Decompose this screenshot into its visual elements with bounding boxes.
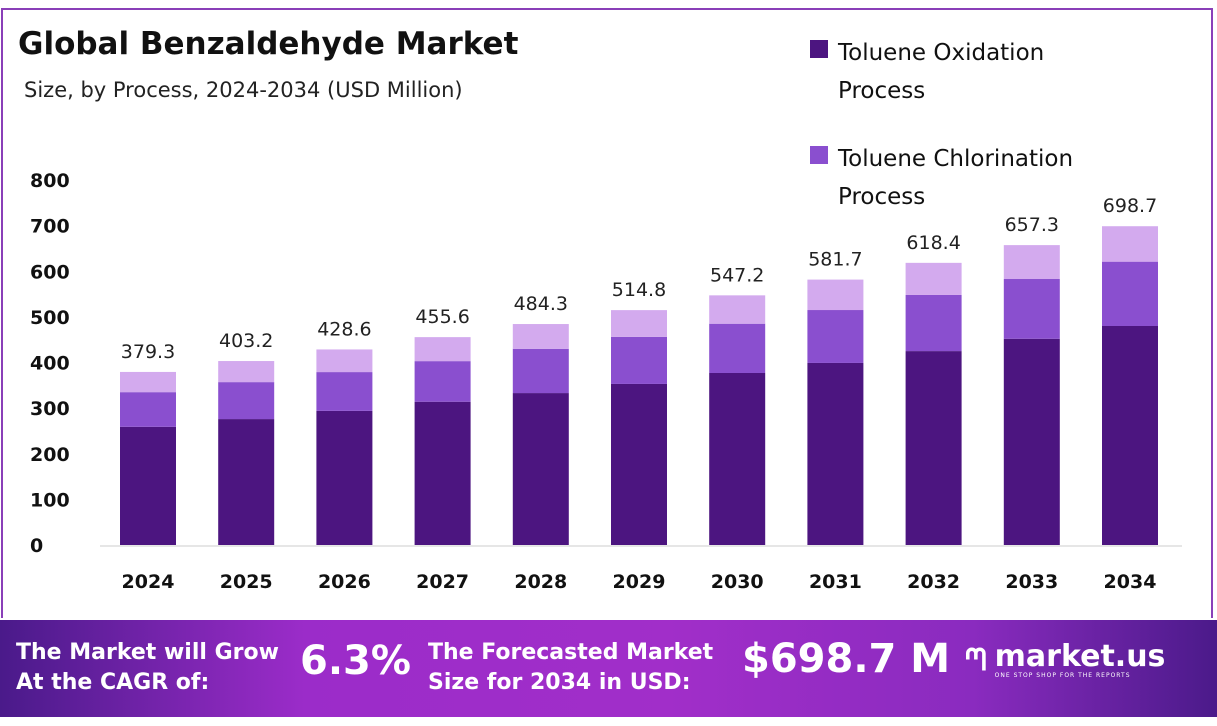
legend-item-chlorination: Toluene Chlorination Process <box>810 140 1138 216</box>
bar-segment-1 <box>1003 338 1060 545</box>
brand-logo: ᘉ market.us ONE STOP SHOP FOR THE REPORTS <box>965 639 1166 680</box>
y-tick-label: 200 <box>30 444 70 466</box>
legend-swatch <box>810 40 828 58</box>
legend-label: Toluene Chlorination Process <box>838 146 1074 210</box>
brand-tagline: ONE STOP SHOP FOR THE REPORTS <box>994 672 1131 679</box>
x-tick-label: 2024 <box>122 571 175 593</box>
bar-segment-1 <box>120 426 176 545</box>
x-tick-label: 2026 <box>318 571 371 593</box>
bar-segment-1 <box>1102 326 1158 545</box>
data-label: 403.2 <box>219 330 273 352</box>
bar-segment-2 <box>807 310 864 363</box>
bar-segment-3 <box>905 262 962 295</box>
legend-label: Toluene Oxidation Process <box>838 40 1045 104</box>
x-tick-label: 2025 <box>220 571 273 593</box>
bar-segment-3 <box>807 279 864 311</box>
y-tick-label: 600 <box>30 261 70 283</box>
data-label: 484.3 <box>514 293 568 315</box>
y-tick-label: 400 <box>30 353 70 375</box>
cagr-label: The Market will Grow At the CAGR of: <box>16 638 279 698</box>
data-label: 514.8 <box>612 279 666 301</box>
market-us-logo-icon: ᘉ <box>965 643 987 678</box>
chart-subtitle: Size, by Process, 2024-2034 (USD Million… <box>24 78 463 102</box>
forecast-label: The Forecasted Market Size for 2034 in US… <box>428 638 713 698</box>
bar-segment-2 <box>218 382 275 420</box>
y-tick-label: 0 <box>30 535 43 557</box>
bar-segment-1 <box>611 383 667 545</box>
y-tick-label: 100 <box>30 489 70 511</box>
data-label: 581.7 <box>808 249 862 271</box>
x-tick-label: 2033 <box>1005 571 1058 593</box>
bar-segment-3 <box>1003 245 1060 280</box>
data-label: 379.3 <box>121 341 175 363</box>
bar-segment-1 <box>218 419 275 545</box>
chart-title: Global Benzaldehyde Market <box>18 26 519 62</box>
x-tick-label: 2030 <box>711 571 764 593</box>
bar-segment-1 <box>905 351 962 545</box>
bar-segment-2 <box>512 348 569 394</box>
bar-segment-1 <box>316 410 373 545</box>
bar-segment-2 <box>709 323 766 373</box>
bar-segment-3 <box>1102 226 1158 262</box>
x-tick-label: 2034 <box>1104 571 1157 593</box>
bar-segment-1 <box>807 362 864 545</box>
bar-segment-2 <box>905 294 962 352</box>
data-label: 455.6 <box>415 306 469 328</box>
data-label: 547.2 <box>710 264 764 286</box>
x-tick-label: 2031 <box>809 571 862 593</box>
bar-chart: 0 100 200 300 400 500 600 700 800 379.3 2024 403.2 2… <box>30 170 1182 593</box>
bar-segment-2 <box>1003 279 1060 339</box>
bar-segment-2 <box>1102 261 1158 326</box>
bar-segment-3 <box>218 361 275 383</box>
x-tick-label: 2029 <box>613 571 666 593</box>
bar-segment-3 <box>120 371 176 393</box>
y-tick-label: 500 <box>30 307 70 329</box>
x-tick-label: 2032 <box>907 571 960 593</box>
legend-item-oxidation: Toluene Oxidation Process <box>810 34 1138 110</box>
forecast-label-line: The Forecasted Market <box>428 640 714 665</box>
bar-segment-1 <box>512 393 569 545</box>
y-tick-label: 300 <box>30 398 70 420</box>
x-tick-label: 2027 <box>416 571 469 593</box>
cagr-label-line: The Market will Grow <box>16 640 279 665</box>
bar-segment-2 <box>611 336 667 384</box>
data-label: 618.4 <box>906 232 960 254</box>
data-label: 657.3 <box>1005 214 1059 236</box>
forecast-label-line: Size for 2034 in USD: <box>428 670 691 695</box>
legend: Toluene Oxidation Process Toluene Chlori… <box>810 34 1138 246</box>
bar-segment-2 <box>414 361 471 402</box>
bar-segment-1 <box>414 401 471 545</box>
cagr-label-line: At the CAGR of: <box>16 670 210 695</box>
bar-segment-2 <box>316 372 373 411</box>
bar-segment-3 <box>414 337 471 362</box>
data-label: 428.6 <box>317 318 371 340</box>
chart-frame <box>1 8 1213 618</box>
bar-segment-3 <box>316 349 373 373</box>
summary-banner: The Market will Grow At the CAGR of: 6.3%… <box>0 620 1217 717</box>
y-tick-label: 800 <box>30 170 70 192</box>
x-tick-label: 2028 <box>514 571 567 593</box>
brand-name: market.us <box>994 639 1166 674</box>
bar-segment-2 <box>120 392 176 427</box>
bar-segment-3 <box>709 295 766 324</box>
data-label: 698.7 <box>1103 195 1157 217</box>
legend-swatch <box>810 146 828 164</box>
forecast-value: $698.7 M <box>742 636 951 682</box>
bar-segment-3 <box>611 310 667 337</box>
y-tick-label: 700 <box>30 216 70 238</box>
bar-segment-3 <box>512 324 569 349</box>
bar-segment-1 <box>709 372 766 545</box>
cagr-value: 6.3% <box>300 638 411 684</box>
